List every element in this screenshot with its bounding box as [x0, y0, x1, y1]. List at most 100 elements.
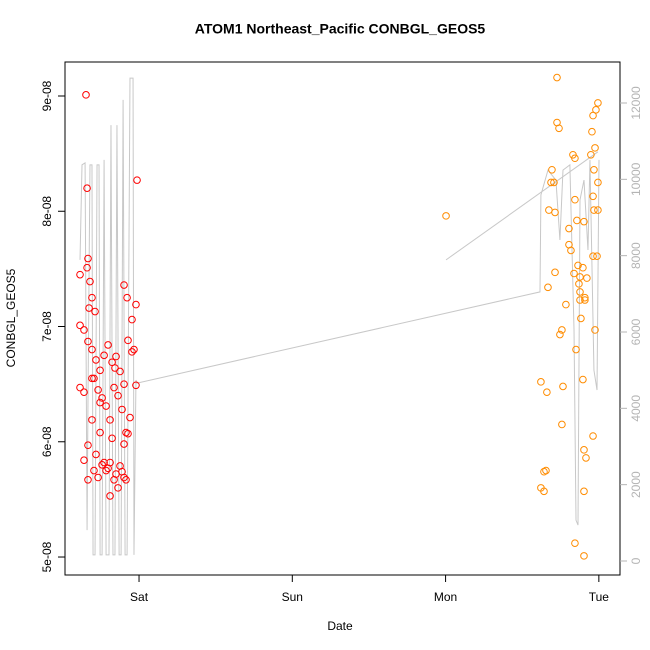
- data-point: [589, 252, 597, 261]
- data-point: [542, 466, 550, 475]
- y-tick-label: 7e-08: [40, 311, 54, 342]
- data-point: [571, 154, 579, 163]
- data-point: [576, 296, 584, 304]
- data-point: [82, 91, 90, 99]
- data-point: [543, 388, 551, 397]
- data-point: [551, 268, 559, 277]
- data-point: [94, 473, 102, 482]
- data-point: [558, 326, 566, 334]
- data-point: [98, 394, 106, 402]
- data-point: [84, 254, 92, 263]
- data-point: [96, 428, 104, 437]
- data-point: [94, 386, 102, 394]
- data-point: [124, 429, 132, 438]
- data-point: [111, 364, 119, 372]
- data-point: [571, 539, 579, 547]
- data-point: [133, 176, 141, 184]
- data-point: [588, 127, 596, 136]
- data-point: [80, 388, 88, 397]
- data-point: [573, 216, 581, 225]
- data-point: [555, 124, 563, 133]
- data-point: [120, 440, 128, 448]
- data-point: [545, 206, 553, 214]
- data-point: [106, 492, 114, 500]
- data-point: [112, 352, 120, 361]
- altitude-line: [79, 77, 600, 556]
- data-point: [104, 341, 112, 349]
- y2-tick-label: 10000: [629, 162, 643, 196]
- y-tick-label: 9e-08: [40, 80, 54, 111]
- data-point: [553, 73, 561, 82]
- data-point: [582, 454, 590, 462]
- chart-title: ATOM1 Northeast_Pacific CONBGL_GEOS5: [195, 21, 486, 37]
- data-point: [126, 413, 134, 422]
- data-point: [567, 246, 575, 255]
- data-point: [76, 270, 84, 279]
- data-point: [565, 224, 573, 233]
- data-point: [88, 374, 96, 383]
- data-point: [102, 402, 110, 410]
- data-point: [100, 458, 108, 467]
- data-point: [120, 281, 128, 289]
- data-point: [98, 461, 106, 469]
- data-point: [594, 178, 602, 187]
- data-point: [86, 277, 94, 286]
- data-point: [580, 217, 588, 226]
- y-tick-label: 6e-08: [40, 426, 54, 457]
- y2-tick-label: 12000: [629, 86, 643, 120]
- data-point: [574, 261, 582, 270]
- data-point: [116, 367, 124, 376]
- data-point: [570, 269, 578, 278]
- data-point: [90, 374, 98, 383]
- data-point: [544, 283, 552, 292]
- y2-tick-label: 6000: [629, 318, 643, 345]
- data-point: [88, 345, 96, 354]
- data-point: [83, 184, 91, 193]
- data-point: [132, 381, 140, 390]
- data-point: [76, 321, 84, 330]
- data-point: [580, 446, 588, 454]
- data-point: [123, 293, 131, 302]
- data-point: [122, 428, 130, 437]
- data-point: [84, 441, 92, 450]
- data-point: [591, 326, 599, 334]
- data-point: [110, 383, 118, 392]
- data-point: [551, 208, 559, 217]
- data-point: [581, 293, 589, 302]
- data-point: [84, 337, 92, 346]
- data-point: [88, 416, 96, 424]
- data-point: [559, 382, 567, 391]
- data-point: [96, 366, 104, 375]
- y2-tick-label: 8000: [629, 242, 643, 269]
- data-point: [590, 165, 598, 174]
- data-point: [120, 380, 128, 388]
- data-point: [550, 178, 558, 187]
- x-axis-label: Date: [327, 619, 353, 633]
- data-point: [124, 336, 132, 345]
- data-point: [84, 475, 92, 484]
- x-tick-label: Sun: [282, 590, 303, 604]
- data-point: [590, 206, 598, 214]
- data-point: [592, 106, 600, 114]
- data-point: [562, 300, 570, 309]
- data-point: [83, 263, 91, 272]
- data-point: [575, 280, 583, 288]
- data-point: [579, 375, 587, 384]
- data-point: [108, 434, 116, 443]
- data-point: [128, 348, 136, 356]
- data-point: [106, 416, 114, 424]
- data-point: [85, 304, 93, 312]
- data-point: [132, 300, 140, 309]
- data-point: [547, 178, 555, 187]
- data-point: [589, 432, 597, 440]
- y2-tick-label: 4000: [629, 395, 643, 422]
- data-point: [579, 263, 587, 272]
- data-point: [540, 487, 548, 496]
- data-point: [583, 274, 591, 282]
- data-point: [581, 296, 589, 304]
- y2-tick-label: 0: [629, 557, 643, 564]
- data-point: [118, 405, 126, 414]
- data-point: [589, 192, 597, 201]
- data-point: [76, 383, 84, 392]
